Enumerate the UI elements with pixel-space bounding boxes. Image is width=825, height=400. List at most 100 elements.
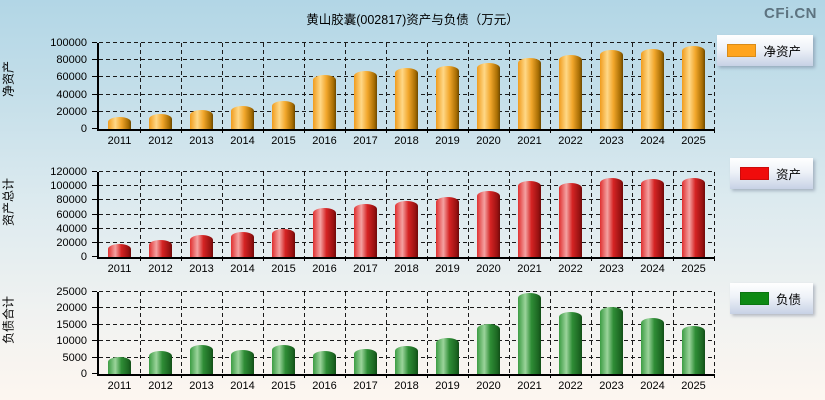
gridline-vertical	[509, 172, 510, 257]
bar-2015	[272, 228, 295, 257]
bar-2014	[231, 350, 254, 374]
gridline-vertical	[509, 292, 510, 374]
y-tick-label: 60000	[56, 208, 87, 221]
y-tick-label: 40000	[56, 222, 87, 235]
y-tick-label: 40000	[56, 88, 87, 101]
x-tick-mark	[427, 257, 428, 261]
y-tick-mark	[92, 199, 97, 201]
y-tick-label: 80000	[56, 54, 87, 67]
x-tick-mark	[345, 129, 346, 133]
bar-2024	[641, 49, 664, 129]
x-tick-label: 2016	[312, 380, 337, 392]
y-tick-mark	[92, 93, 97, 95]
bar-2013	[190, 110, 213, 129]
x-tick-mark	[140, 257, 141, 261]
gridline-vertical	[181, 292, 182, 374]
bar-2024	[641, 178, 664, 257]
x-tick-label: 2017	[353, 263, 378, 275]
gridline-horizontal	[99, 171, 714, 172]
gridline-vertical	[140, 292, 141, 374]
x-tick-mark	[714, 374, 715, 378]
x-tick-label: 2017	[353, 380, 378, 392]
gridline-vertical	[632, 43, 633, 129]
x-tick-label: 2013	[189, 263, 214, 275]
y-axis-title: 净资产	[1, 60, 16, 97]
gridline-vertical	[550, 292, 551, 374]
gridline-horizontal	[99, 340, 714, 342]
x-tick-mark	[632, 374, 633, 378]
y-tick-mark	[92, 256, 97, 257]
y-tick-mark	[92, 307, 97, 309]
gridline-vertical	[386, 43, 387, 129]
bar-2021	[518, 58, 541, 129]
x-tick-mark	[673, 129, 674, 133]
x-tick-mark	[550, 374, 551, 378]
bar-2021	[518, 181, 541, 257]
gridline-vertical	[714, 292, 715, 374]
x-tick-mark	[140, 129, 141, 133]
x-tick-mark	[468, 257, 469, 261]
x-tick-mark	[632, 257, 633, 261]
gridline-vertical	[468, 292, 469, 374]
legend-label: 净资产	[763, 45, 801, 59]
x-tick-label: 2011	[107, 135, 132, 147]
gridline-vertical	[591, 43, 592, 129]
x-tick-mark	[591, 257, 592, 261]
x-tick-mark	[181, 257, 182, 261]
bar-2011	[108, 244, 131, 257]
y-tick-mark	[92, 59, 97, 61]
x-tick-label: 2014	[230, 135, 255, 147]
x-tick-mark	[222, 129, 223, 133]
x-tick-mark	[714, 257, 715, 261]
y-tick-label: 20000	[56, 105, 87, 118]
x-tick-label: 2023	[599, 135, 624, 147]
bar-2013	[190, 234, 213, 257]
x-tick-mark	[468, 374, 469, 378]
x-tick-label: 2013	[189, 135, 214, 147]
gridline-vertical	[304, 43, 305, 129]
x-tick-label: 2014	[230, 380, 255, 392]
x-tick-label: 2022	[558, 263, 583, 275]
x-tick-label: 2022	[558, 135, 583, 147]
x-tick-mark	[386, 129, 387, 133]
x-tick-label: 2022	[558, 380, 583, 392]
bar-2012	[149, 351, 172, 374]
x-tick-label: 2012	[148, 135, 173, 147]
gridline-horizontal	[99, 307, 714, 309]
y-tick-mark	[92, 185, 97, 187]
bar-2014	[231, 232, 254, 257]
y-tick-mark	[92, 110, 97, 112]
gridline-vertical	[345, 172, 346, 257]
bar-2017	[354, 349, 377, 374]
plot-area: 0 5000 10000 15000 20000 25000 2011 2012 2013 201…	[56, 286, 715, 392]
gridline-vertical	[263, 172, 264, 257]
gridline-vertical	[222, 43, 223, 129]
gridline-vertical	[673, 172, 674, 257]
x-tick-label: 2019	[435, 135, 460, 147]
x-tick-mark	[714, 129, 715, 133]
bar-2015	[272, 344, 295, 374]
y-tick-mark	[92, 213, 97, 215]
bar-2023	[600, 306, 623, 374]
y-tick-label: 100000	[50, 180, 87, 193]
x-tick-label: 2013	[189, 380, 214, 392]
bar-2015	[272, 101, 295, 129]
bar-2016	[313, 74, 336, 129]
x-tick-mark	[263, 374, 264, 378]
gridline-horizontal	[99, 185, 714, 187]
bar-2016	[313, 207, 336, 257]
liabilities-chart: 负债合计 0 5000 10000 15000 20000 25000 2011 2012 20…	[0, 278, 825, 400]
gridline-vertical	[386, 172, 387, 257]
gridline-vertical	[181, 43, 182, 129]
gridline-horizontal	[99, 199, 714, 201]
gridline-vertical	[714, 43, 715, 129]
bar-2016	[313, 351, 336, 374]
bar-2011	[108, 116, 131, 129]
x-tick-mark	[386, 374, 387, 378]
legend-swatch	[739, 292, 769, 305]
gridline-vertical	[673, 292, 674, 374]
legend-label: 负债	[775, 293, 801, 307]
gridline-vertical	[263, 292, 264, 374]
gridline-vertical	[345, 292, 346, 374]
x-tick-mark	[181, 129, 182, 133]
